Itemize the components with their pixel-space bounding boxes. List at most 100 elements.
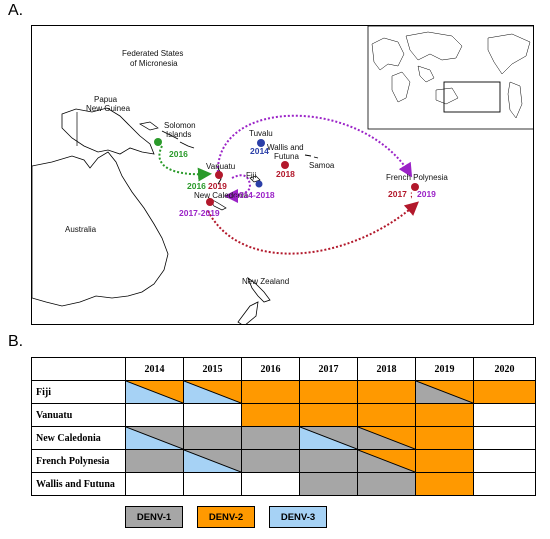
- serotype-cell: [183, 403, 242, 427]
- serotype-cell: [183, 426, 242, 450]
- samoa-label: Samoa: [309, 161, 335, 170]
- australia-landmass: [32, 151, 169, 307]
- wallis-label-1: Wallis and: [267, 143, 304, 152]
- serotype-cell: [415, 426, 474, 450]
- serotype-cell: [125, 472, 184, 496]
- frenchpolynesia-label: French Polynesia: [386, 173, 448, 182]
- split-cell-graphic: [184, 450, 241, 472]
- new-zealand-north: [247, 276, 271, 303]
- legend-denv-1: DENV-1: [125, 506, 183, 528]
- fiji-dot: [255, 180, 263, 188]
- newzealand-label: New Zealand: [242, 277, 289, 286]
- serotype-cell: [415, 472, 474, 496]
- frenchpolynesia-year-sep: ;: [410, 189, 413, 199]
- new-britain: [139, 121, 159, 131]
- fiji-islands: [249, 175, 261, 183]
- tuvalu-dot: [257, 139, 265, 147]
- serotype-cell: [299, 449, 358, 473]
- serotype-cell: [357, 472, 416, 496]
- year-header: 2016: [241, 357, 300, 381]
- serotype-cell: [473, 380, 536, 404]
- row-header: New Caledonia: [31, 426, 126, 450]
- table-header-row: 2014 2015 2016 2017 2018 2019 2020: [31, 357, 536, 381]
- serotype-cell: [357, 380, 416, 404]
- split-cell-graphic: [416, 381, 473, 403]
- solomon-year: 2016: [169, 149, 188, 159]
- row-header: Wallis and Futuna: [31, 472, 126, 496]
- map-svg: Federated States of Micronesia Papua New…: [32, 26, 533, 324]
- micronesia-label-2: of Micronesia: [130, 59, 178, 68]
- solomon-dot: [154, 138, 162, 146]
- serotype-cell: [183, 380, 242, 404]
- legend-denv-2: DENV-2: [197, 506, 255, 528]
- serotype-cell: [415, 380, 474, 404]
- micronesia-label-1: Federated States: [122, 49, 183, 58]
- serotype-cell: [183, 449, 242, 473]
- year-header: 2020: [473, 357, 536, 381]
- split-cell-graphic: [358, 450, 415, 472]
- tuvalu-label: Tuvalu: [249, 129, 273, 138]
- png-label-1: Papua: [94, 95, 118, 104]
- newcaledonia-year: 2017-2019: [179, 208, 220, 218]
- serotype-cell: [183, 472, 242, 496]
- serotype-cell: [473, 426, 536, 450]
- year-header: 2014: [125, 357, 184, 381]
- map-panel: Federated States of Micronesia Papua New…: [31, 25, 534, 325]
- png-landmass: [61, 107, 155, 155]
- arrow-solomon-to-vanuatu: [158, 145, 212, 182]
- split-cell-graphic: [126, 381, 183, 403]
- serotype-cell: [357, 426, 416, 450]
- frenchpolynesia-dot: [411, 183, 419, 191]
- serotype-cell: [125, 380, 184, 404]
- wallis-label-2: Futuna: [274, 152, 299, 161]
- new-zealand-south: [237, 301, 259, 324]
- serotype-cell: [299, 380, 358, 404]
- panel-b-label: B.: [8, 333, 24, 350]
- serotype-cell: [299, 472, 358, 496]
- table-row: Fiji: [31, 380, 536, 404]
- table-row: New Caledonia: [31, 426, 536, 450]
- panel-a-label: A.: [8, 2, 24, 19]
- serotype-cell: [241, 403, 300, 427]
- serotype-cell: [125, 449, 184, 473]
- split-cell-graphic: [126, 427, 183, 449]
- frenchpolynesia-year-red: 2017: [388, 189, 407, 199]
- serotype-cell: [299, 426, 358, 450]
- serotype-cell: [125, 403, 184, 427]
- table-corner-cell: [31, 357, 126, 381]
- year-header: 2015: [183, 357, 242, 381]
- world-inset-map: [367, 26, 533, 130]
- serotype-cell: [125, 426, 184, 450]
- year-header: 2017: [299, 357, 358, 381]
- row-header: Vanuatu: [31, 403, 126, 427]
- split-cell-graphic: [184, 381, 241, 403]
- serotype-cell: [241, 380, 300, 404]
- denv-serotype-table: 2014 2015 2016 2017 2018 2019 2020 Fiji V…: [31, 357, 536, 496]
- table-row: Wallis and Futuna: [31, 472, 536, 496]
- row-header: Fiji: [31, 380, 126, 404]
- year-header: 2018: [357, 357, 416, 381]
- vanuatu-year-red: 2019: [208, 181, 227, 191]
- serotype-cell: [415, 403, 474, 427]
- vanuatu-year-green: 2016: [187, 181, 206, 191]
- serotype-cell: [357, 449, 416, 473]
- table-row: French Polynesia: [31, 449, 536, 473]
- frenchpolynesia-year-purple: 2019: [417, 189, 436, 199]
- newcaledonia-label: New Caledonia: [194, 191, 249, 200]
- australia-label: Australia: [65, 225, 97, 234]
- serotype-cell: [241, 426, 300, 450]
- vanuatu-label: Vanuatu: [206, 162, 235, 171]
- serotype-cell: [473, 449, 536, 473]
- wallis-dot: [281, 161, 289, 169]
- serotype-cell: [473, 403, 536, 427]
- vanuatu-dot: [215, 171, 223, 179]
- split-cell-graphic: [358, 427, 415, 449]
- serotype-cell: [241, 472, 300, 496]
- serotype-cell: [415, 449, 474, 473]
- legend-denv-3: DENV-3: [269, 506, 327, 528]
- serotype-cell: [241, 449, 300, 473]
- arrow-vanuatu-to-frenchpolynesia-purple: [216, 114, 413, 178]
- legend: DENV-1 DENV-2 DENV-3: [125, 506, 327, 528]
- table-row: Vanuatu: [31, 403, 536, 427]
- wallis-year: 2018: [276, 169, 295, 179]
